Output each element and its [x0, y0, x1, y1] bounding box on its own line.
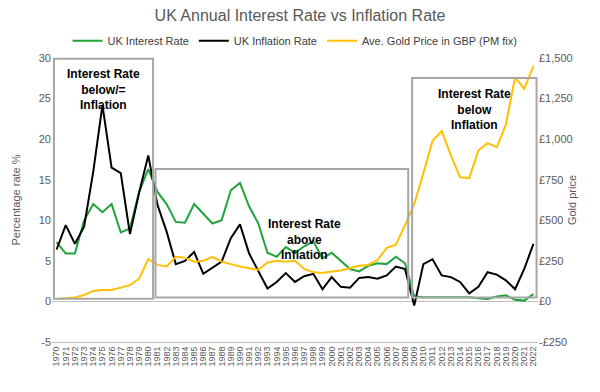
svg-text:1970: 1970: [52, 347, 62, 367]
svg-text:£1,250: £1,250: [539, 92, 573, 104]
svg-text:5: 5: [45, 255, 51, 267]
svg-text:2006: 2006: [382, 347, 392, 367]
svg-text:1992: 1992: [253, 347, 263, 367]
svg-text:UK Interest Rate: UK Interest Rate: [108, 35, 189, 47]
svg-text:1973: 1973: [79, 347, 89, 367]
svg-text:2013: 2013: [446, 347, 456, 367]
svg-text:2020: 2020: [510, 347, 520, 367]
svg-text:£500: £500: [539, 214, 563, 226]
svg-text:2016: 2016: [473, 347, 483, 367]
svg-text:2007: 2007: [391, 347, 401, 367]
svg-text:£250: £250: [539, 255, 563, 267]
svg-text:Interest RatebelowInflation: Interest RatebelowInflation: [438, 87, 511, 132]
svg-text:2000: 2000: [327, 347, 337, 367]
svg-text:1985: 1985: [189, 347, 199, 367]
svg-text:1991: 1991: [244, 347, 254, 367]
svg-text:1972: 1972: [70, 347, 80, 367]
svg-text:2009: 2009: [409, 347, 419, 367]
svg-text:Ave. Gold Price in GBP (PM fix: Ave. Gold Price in GBP (PM fix): [362, 35, 517, 47]
svg-text:1971: 1971: [61, 347, 71, 367]
svg-text:2017: 2017: [482, 347, 492, 367]
svg-text:1980: 1980: [143, 347, 153, 367]
svg-text:1982: 1982: [162, 347, 172, 367]
svg-text:1993: 1993: [262, 347, 272, 367]
svg-text:2012: 2012: [437, 347, 447, 367]
svg-text:10: 10: [39, 214, 51, 226]
svg-text:2008: 2008: [400, 347, 410, 367]
svg-text:£1,500: £1,500: [539, 52, 573, 64]
svg-text:1983: 1983: [171, 347, 181, 367]
svg-text:1986: 1986: [198, 347, 208, 367]
svg-text:20: 20: [39, 133, 51, 145]
svg-text:1976: 1976: [107, 347, 117, 367]
svg-text:2022: 2022: [528, 347, 538, 367]
svg-text:2003: 2003: [354, 347, 364, 367]
svg-text:£1,000: £1,000: [539, 133, 573, 145]
svg-text:2015: 2015: [464, 347, 474, 367]
svg-text:1987: 1987: [207, 347, 217, 367]
svg-text:1997: 1997: [299, 347, 309, 367]
svg-text:30: 30: [39, 52, 51, 64]
svg-text:1975: 1975: [97, 347, 107, 367]
svg-text:-5: -5: [41, 336, 51, 348]
svg-text:1995: 1995: [281, 347, 291, 367]
svg-text:2019: 2019: [501, 347, 511, 367]
svg-text:1979: 1979: [134, 347, 144, 367]
svg-text:1999: 1999: [317, 347, 327, 367]
svg-text:2005: 2005: [372, 347, 382, 367]
svg-text:1974: 1974: [88, 347, 98, 367]
svg-text:2004: 2004: [363, 347, 373, 367]
svg-text:1984: 1984: [180, 347, 190, 367]
svg-text:2018: 2018: [492, 347, 502, 367]
svg-text:15: 15: [39, 174, 51, 186]
svg-text:2011: 2011: [427, 347, 437, 366]
svg-text:Percentage rate %: Percentage rate %: [10, 154, 22, 245]
svg-text:1994: 1994: [272, 347, 282, 367]
svg-text:1996: 1996: [290, 347, 300, 367]
svg-text:1988: 1988: [217, 347, 227, 367]
svg-text:2010: 2010: [418, 347, 428, 367]
svg-text:1978: 1978: [125, 347, 135, 367]
svg-text:£750: £750: [539, 174, 563, 186]
svg-text:1977: 1977: [116, 347, 126, 367]
svg-text:2001: 2001: [336, 347, 346, 367]
svg-text:0: 0: [45, 295, 51, 307]
svg-text:1989: 1989: [226, 347, 236, 367]
svg-text:1990: 1990: [235, 347, 245, 367]
svg-text:Interest RateaboveInflation: Interest RateaboveInflation: [268, 217, 341, 262]
svg-text:Interest Ratebelow/=Inflation: Interest Ratebelow/=Inflation: [67, 67, 140, 112]
svg-text:-£250: -£250: [539, 336, 567, 348]
svg-text:UK Annual Interest Rate vs Inf: UK Annual Interest Rate vs Inflation Rat…: [155, 7, 446, 24]
svg-text:1998: 1998: [308, 347, 318, 367]
svg-text:1981: 1981: [152, 347, 162, 367]
svg-text:2021: 2021: [519, 347, 529, 367]
svg-text:UK Inflation Rate: UK Inflation Rate: [234, 35, 317, 47]
svg-text:£0: £0: [539, 295, 551, 307]
svg-text:Gold price: Gold price: [566, 175, 578, 225]
svg-text:2014: 2014: [455, 347, 465, 367]
svg-text:2002: 2002: [345, 347, 355, 367]
svg-text:25: 25: [39, 92, 51, 104]
